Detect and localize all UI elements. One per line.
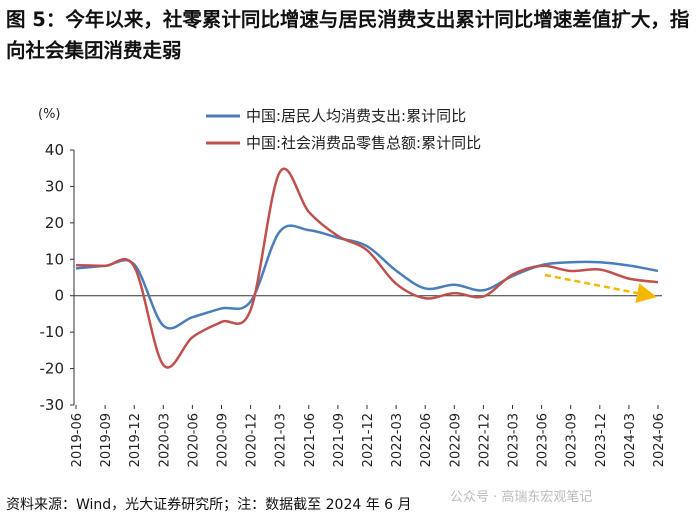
y-tick-label: 10 <box>45 250 64 268</box>
x-tick-label: 2023-12 <box>594 413 609 467</box>
x-tick-label: 2024-06 <box>652 413 667 467</box>
x-tick-label: 2020-03 <box>157 413 172 467</box>
series-line <box>75 167 659 369</box>
x-tick-label: 2020-06 <box>186 413 201 467</box>
legend-label: 中国:居民人均消费支出:累计同比 <box>246 107 466 125</box>
y-tick-label: 40 <box>45 141 64 159</box>
y-tick-label: -20 <box>40 360 65 378</box>
x-tick-label: 2022-09 <box>448 413 463 467</box>
x-tick-label: 2022-03 <box>390 413 405 467</box>
legend-label: 中国:社会消费品零售总额:累计同比 <box>246 134 481 152</box>
x-tick-label: 2020-12 <box>245 413 260 467</box>
x-tick-label: 2023-06 <box>536 413 551 467</box>
x-tick-label: 2023-09 <box>565 413 580 467</box>
x-tick-label: 2019-06 <box>70 413 85 467</box>
y-tick-label: 20 <box>45 214 64 232</box>
y-tick-label: 0 <box>54 287 64 305</box>
x-tick-label: 2021-06 <box>303 413 318 467</box>
x-tick-label: 2022-06 <box>419 413 434 467</box>
source-note: 资料来源：Wind，光大证券研究所；注：数据截至 2024 年 6 月 <box>6 497 412 513</box>
x-tick-label: 2023-03 <box>507 413 522 467</box>
x-tick-label: 2022-12 <box>477 413 492 467</box>
x-tick-label: 2021-03 <box>274 413 289 467</box>
y-tick-label: -30 <box>40 396 65 414</box>
watermark: 公众号 · 高瑞东宏观笔记 <box>450 490 593 505</box>
x-tick-label: 2021-09 <box>332 413 347 467</box>
x-tick-label: 2024-03 <box>623 413 638 467</box>
series-line <box>75 224 659 330</box>
x-tick-label: 2019-09 <box>99 413 114 467</box>
x-tick-label: 2019-12 <box>128 413 143 467</box>
chart-title: 图 5：今年以来，社零累计同比增速与居民消费支出累计同比增速差值扩大，指向社会集… <box>6 8 690 62</box>
trend-arrow <box>544 273 657 303</box>
x-tick-label: 2020-09 <box>216 413 231 467</box>
x-tick-label: 2021-12 <box>361 413 376 467</box>
chart: (%) -30 -20 -10 0 10 20 30 40 2019-06 2019-09 2019… <box>38 107 667 467</box>
y-axis-label: (%) <box>38 107 61 122</box>
y-tick-label: -10 <box>40 323 65 341</box>
y-tick-label: 30 <box>45 177 64 195</box>
